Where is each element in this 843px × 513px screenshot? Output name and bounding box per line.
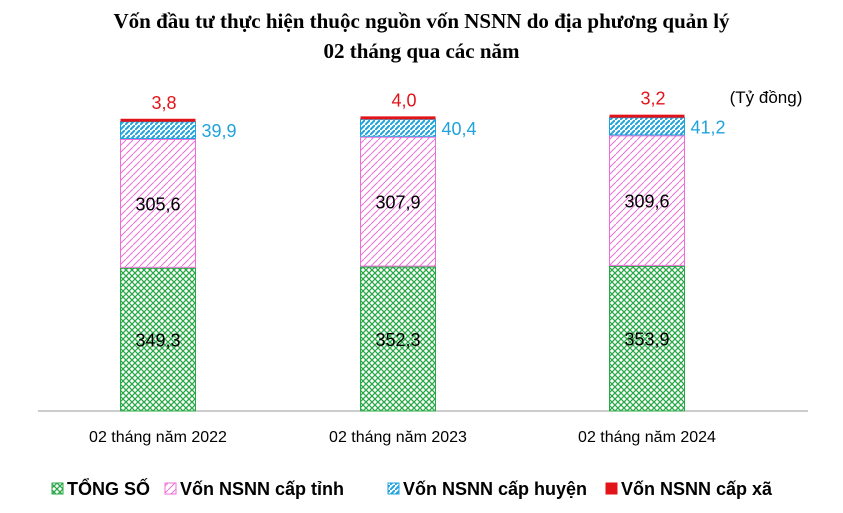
legend-swatch-cap-tinh	[164, 482, 177, 495]
legend-swatch-tong-so	[51, 482, 64, 495]
legend-label-cap-huyen: Vốn NSNN cấp huyện	[403, 479, 587, 499]
title-line-2: 02 tháng qua các năm	[323, 39, 520, 63]
value-label-cap-huyen: 41,2	[691, 117, 726, 137]
legend-item-cap-xa: Vốn NSNN cấp xã	[605, 479, 773, 499]
bar-segment-cap-xa	[120, 118, 196, 122]
bar-segment-tong-so	[120, 267, 196, 412]
unit-label: (Tỷ đồng)	[730, 88, 803, 107]
value-label-cap-tinh: 309,6	[624, 192, 669, 212]
value-label-tong-so: 349,3	[135, 331, 180, 351]
value-label-cap-huyen: 40,4	[442, 119, 477, 139]
legend-label-tong-so: TỔNG SỐ	[67, 478, 150, 499]
value-label-cap-huyen: 39,9	[202, 121, 237, 141]
value-label-cap-xa: 3,2	[640, 89, 665, 109]
category-label: 02 tháng năm 2022	[89, 429, 227, 446]
bars-layer: 349,3 305,6 39,9 3,8 02 tháng năm 2022 352,3 3…	[89, 89, 725, 446]
bar-segment-tong-so	[609, 265, 685, 412]
legend-label-cap-xa: Vốn NSNN cấp xã	[621, 479, 773, 499]
legend-swatch-cap-huyen	[387, 482, 400, 495]
legend-item-tong-so: TỔNG SỐ	[51, 478, 150, 499]
legend-label-cap-tinh: Vốn NSNN cấp tỉnh	[180, 479, 344, 499]
category-label: 02 tháng năm 2024	[578, 429, 716, 446]
bar-segment-tong-so	[360, 266, 436, 412]
bar-segment-cap-xa	[360, 116, 436, 120]
legend: TỔNG SỐ Vốn NSNN cấp tỉnh Vốn NSNN cấp huy…	[51, 478, 773, 499]
bar-segment-cap-xa	[609, 114, 685, 118]
bar-segment-cap-huyen	[609, 117, 685, 136]
value-label-cap-tinh: 305,6	[135, 194, 180, 214]
bar-segment-cap-tinh	[609, 135, 685, 266]
legend-swatch-cap-xa	[605, 482, 618, 495]
title-line-1: Vốn đầu tư thực hiện thuộc nguồn vốn NSN…	[113, 9, 730, 33]
legend-item-cap-huyen: Vốn NSNN cấp huyện	[387, 479, 587, 499]
legend-item-cap-tinh: Vốn NSNN cấp tỉnh	[164, 479, 344, 499]
category-label: 02 tháng năm 2023	[329, 429, 467, 446]
value-label-tong-so: 352,3	[375, 330, 420, 350]
chart-title: Vốn đầu tư thực hiện thuộc nguồn vốn NSN…	[0, 6, 843, 66]
bar-segment-cap-huyen	[120, 121, 196, 139]
bar-segment-cap-tinh	[360, 136, 436, 267]
value-label-cap-xa: 3,8	[151, 93, 176, 113]
value-label-cap-xa: 4,0	[391, 90, 416, 110]
value-label-tong-so: 353,9	[624, 330, 669, 350]
bar-segment-cap-huyen	[360, 118, 436, 137]
bar-segment-cap-tinh	[120, 138, 196, 268]
value-label-cap-tinh: 307,9	[375, 193, 420, 213]
